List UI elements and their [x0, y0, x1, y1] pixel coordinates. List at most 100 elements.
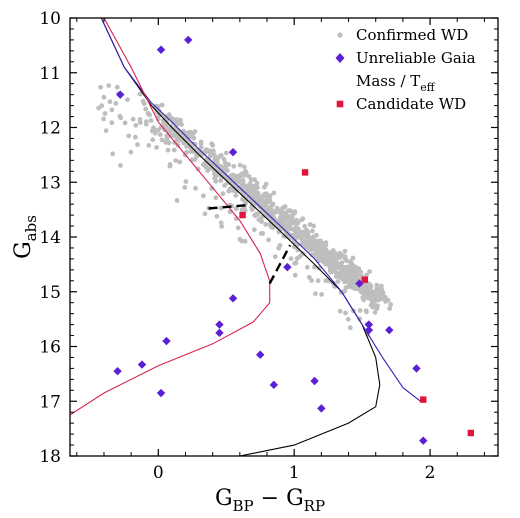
confirmed-wd-point [198, 144, 204, 150]
confirmed-wd-point [252, 194, 258, 200]
y-tick-label: 11 [39, 64, 61, 84]
confirmed-wd-point [366, 286, 372, 292]
confirmed-wd-point [237, 236, 243, 242]
confirmed-wd-point [283, 210, 289, 216]
confirmed-wd-point [167, 127, 173, 133]
confirmed-wd-point [345, 264, 351, 270]
confirmed-wd-point [332, 266, 338, 272]
confirmed-wd-point [159, 137, 165, 143]
confirmed-wd-point [137, 91, 143, 97]
confirmed-wd-point [126, 133, 132, 139]
legend-candidate-marker [336, 100, 344, 108]
confirmed-wd-point [266, 237, 271, 243]
confirmed-wd-point [163, 125, 169, 131]
confirmed-wd-point [203, 147, 209, 153]
candidate-wd-point [361, 276, 369, 283]
confirmed-wd-point [177, 134, 183, 140]
confirmed-wd-point [267, 193, 273, 199]
unreliable-gaia-point [364, 325, 374, 335]
unreliable-gaia-point [156, 45, 166, 54]
x-axis-title: GBP − GRP [215, 486, 325, 515]
confirmed-wd-point [223, 161, 229, 167]
unreliable-gaia-point [228, 147, 238, 157]
confirmed-wd-point [272, 210, 277, 216]
confirmed-wd-point [101, 116, 106, 122]
confirmed-wd-point [222, 183, 228, 188]
candidate-wd-point [301, 169, 309, 176]
legend-label: Unreliable Gaia [356, 49, 476, 67]
confirmed-wd-point [297, 231, 303, 237]
confirmed-wd-point [322, 252, 328, 257]
confirmed-wd-point [210, 142, 216, 148]
y-tick-label: 13 [39, 173, 61, 193]
confirmed-wd-point [192, 157, 198, 163]
confirmed-wd-point [307, 222, 313, 227]
candidate-wd-point [239, 211, 246, 219]
confirmed-wd-point [290, 213, 295, 219]
cooling-track-line [70, 18, 271, 416]
confirmed-wd-point [125, 97, 130, 102]
confirmed-wd-point [355, 266, 361, 272]
y-tick-label: 10 [39, 9, 61, 29]
legend-label: Mass / Teff [356, 72, 436, 94]
confirmed-wd-point [318, 248, 323, 254]
confirmed-wd-point [378, 286, 384, 292]
x-tick-label: 0 [153, 463, 164, 483]
unreliable-gaia-point [385, 325, 394, 335]
confirmed-wd-point [309, 252, 315, 258]
confirmed-wd-point [154, 145, 160, 150]
legend-label: Confirmed WD [356, 26, 468, 44]
confirmed-wd-point [195, 166, 201, 172]
confirmed-wd-point [368, 282, 373, 288]
confirmed-wd-point [145, 111, 151, 116]
confirmed-wd-point [151, 125, 156, 131]
confirmed-wd-point [234, 206, 239, 212]
confirmed-wd-point [99, 103, 105, 109]
confirmed-wd-point [240, 173, 246, 179]
confirmed-wd-point [174, 117, 180, 122]
unreliable-gaia-point [317, 404, 326, 413]
confirmed-wd-point [310, 235, 316, 241]
confirmed-wd-point [374, 282, 380, 288]
confirmed-wd-point [361, 297, 367, 303]
legend-label: Candidate WD [356, 95, 466, 113]
confirmed-wd-point [137, 120, 143, 125]
confirmed-wd-point [146, 143, 152, 148]
confirmed-wd-point [135, 142, 140, 148]
confirmed-wd-point [218, 178, 224, 184]
confirmed-wd-point [98, 84, 103, 90]
confirmed-wd-point [337, 308, 343, 314]
unreliable-gaia-point [137, 360, 147, 369]
confirmed-wd-point [369, 297, 374, 302]
confirmed-wd-point [342, 270, 347, 276]
confirmed-wd-point [190, 141, 196, 147]
confirmed-wd-point [268, 224, 274, 230]
confirmed-wd-point [162, 121, 168, 127]
confirmed-wd-point [292, 272, 298, 278]
confirmed-wd-point [251, 227, 257, 233]
confirmed-wd-point [349, 262, 355, 268]
confirmed-wd-point [213, 178, 219, 184]
confirmed-wd-point [301, 240, 307, 246]
y-axis-title: Gabs [11, 215, 40, 259]
confirmed-wd-point [264, 197, 270, 203]
confirmed-wd-point [314, 244, 319, 250]
confirmed-wd-point [188, 149, 194, 154]
x-tick-label: 2 [425, 463, 436, 483]
confirmed-wd-point [130, 116, 136, 122]
confirmed-wd-point [218, 220, 224, 226]
confirmed-wd-point [362, 282, 368, 288]
confirmed-wd-point [294, 256, 300, 261]
confirmed-wd-point [309, 246, 315, 252]
confirmed-wd-point [118, 163, 123, 168]
cooling-track-line [100, 18, 381, 456]
unreliable-gaia-point [116, 90, 125, 99]
confirmed-wd-point [218, 205, 224, 211]
confirmed-wd-point [314, 250, 319, 255]
y-tick-label: 16 [39, 338, 61, 358]
confirmed-wd-point [326, 278, 331, 284]
unreliable-gaia-point [269, 380, 279, 390]
confirmed-wd-point [288, 221, 294, 227]
confirmed-wd-point [143, 119, 149, 124]
confirmed-wd-point [213, 195, 219, 201]
